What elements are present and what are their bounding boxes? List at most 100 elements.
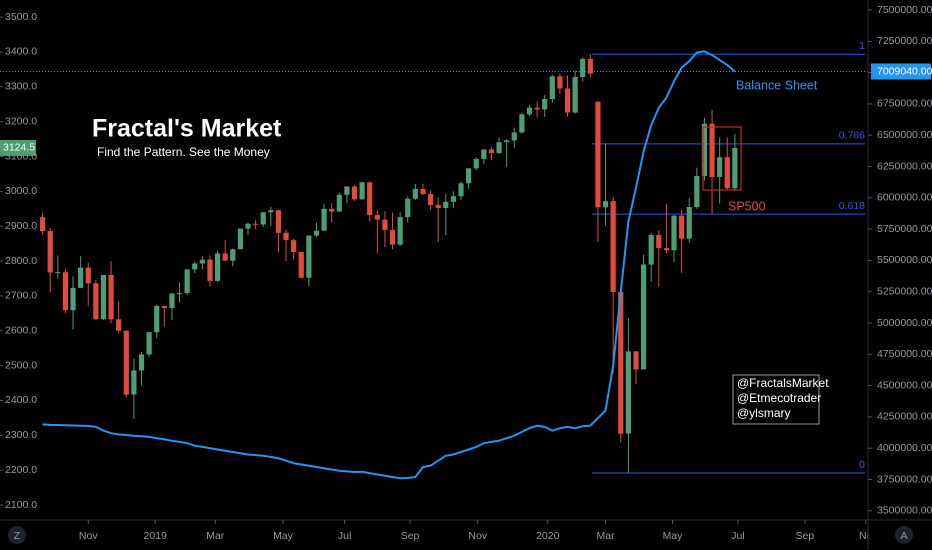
candle-body xyxy=(549,76,555,99)
fib-label: 1 xyxy=(859,40,865,52)
candle-body xyxy=(633,351,639,370)
candle-body xyxy=(526,107,533,115)
y2-tick-label: 5500000.00 xyxy=(877,254,932,266)
candle-body xyxy=(93,283,99,320)
x-tick-label: Sep xyxy=(796,530,815,542)
y-tick-label: 3400.0 xyxy=(5,46,37,58)
y2-tick-label: 5250000.00 xyxy=(877,285,932,297)
candle-body xyxy=(701,123,708,177)
candle-body xyxy=(245,223,251,229)
candle-body xyxy=(55,272,61,274)
y2-tick-label: 3500000.00 xyxy=(877,505,932,517)
y2-tick-label: 4000000.00 xyxy=(877,442,932,454)
candle-body xyxy=(214,253,221,281)
y-tick-label: 2200.0 xyxy=(5,464,37,476)
candle-body xyxy=(260,212,266,225)
candle-body xyxy=(351,186,358,200)
candle-body xyxy=(679,215,685,239)
candle-body xyxy=(62,272,69,311)
x-tick-label: 2020 xyxy=(536,530,560,542)
candle-body xyxy=(47,231,53,273)
y2-tick-label: 6250000.00 xyxy=(877,160,932,172)
y-tick-label: 2600.0 xyxy=(5,325,37,337)
candle-body xyxy=(336,194,342,212)
y2-tick-label: 7500000.00 xyxy=(877,4,932,16)
y-tick-label: 2900.0 xyxy=(5,220,37,232)
fib-label: 0.618 xyxy=(839,200,865,212)
candle-body xyxy=(116,319,122,331)
candle-body xyxy=(374,215,380,220)
candle-body xyxy=(595,101,601,208)
y-tick-label: 2400.0 xyxy=(5,394,37,406)
candle-body xyxy=(397,217,403,245)
candle-body xyxy=(572,77,578,113)
y2-tick-label: 4250000.00 xyxy=(877,411,932,423)
candle-body xyxy=(709,123,715,178)
candle-body xyxy=(313,230,320,236)
candle-body xyxy=(389,230,396,245)
candle-body xyxy=(656,234,662,249)
auto-button[interactable]: A xyxy=(900,530,907,542)
candle-body xyxy=(557,76,563,89)
plot-area: 1 0.786 0.618 0 xyxy=(0,40,868,480)
credit: @Etmecotrader xyxy=(737,391,821,405)
y2-tick-label: 7250000.00 xyxy=(877,35,932,47)
candle-body xyxy=(625,351,631,434)
candle-body xyxy=(602,201,609,208)
candle-body xyxy=(176,293,183,295)
candle-body xyxy=(100,274,107,320)
candle-body xyxy=(435,204,441,209)
candle-body xyxy=(466,168,472,184)
last-value-label: 7009040.00 xyxy=(877,65,932,77)
candle-body xyxy=(291,240,297,252)
candle-body xyxy=(481,149,487,159)
y-tick-label: 2800.0 xyxy=(5,255,37,267)
candle-body xyxy=(329,208,335,212)
x-tick-label: Sep xyxy=(401,530,420,542)
candle-body xyxy=(321,208,327,231)
candle-body xyxy=(511,132,517,141)
candle-body xyxy=(85,267,91,284)
candle-body xyxy=(648,234,654,265)
pattern-box xyxy=(702,126,742,191)
series-line xyxy=(42,50,736,480)
y-tick-label: 2700.0 xyxy=(5,290,37,302)
credit: @ylsmary xyxy=(737,406,791,420)
candle-body xyxy=(275,210,282,233)
candle-body xyxy=(618,292,624,434)
candle-body xyxy=(306,235,312,278)
candle-body xyxy=(488,149,495,154)
x-tick-label: Mar xyxy=(597,530,616,542)
x-tick-label: Nov xyxy=(468,530,487,542)
candle-body xyxy=(169,293,175,309)
candle-body xyxy=(359,182,365,200)
candle-body xyxy=(237,228,243,250)
candle-label: SP500 xyxy=(728,199,766,213)
candle-body xyxy=(268,210,274,213)
candle-body xyxy=(161,306,167,309)
candle-body xyxy=(131,370,137,395)
candle-body xyxy=(504,140,510,143)
credit: @FractalsMarket xyxy=(737,376,829,390)
candle-body xyxy=(123,330,129,395)
y2-tick-label: 5750000.00 xyxy=(877,223,932,235)
candle-body xyxy=(542,98,548,110)
x-tick-label: Mar xyxy=(206,530,225,542)
candle-body xyxy=(640,264,647,370)
credits-box xyxy=(732,374,820,425)
candle-body xyxy=(717,157,723,178)
candle-body xyxy=(199,259,205,264)
right-axis-panel xyxy=(868,0,932,520)
candle-body xyxy=(420,188,426,195)
candle-body xyxy=(443,201,449,209)
bottom-axis-panel xyxy=(0,520,932,550)
timezone-button[interactable]: Z xyxy=(14,530,21,542)
x-tick-label: Nov xyxy=(79,530,98,542)
y-tick-label: 3500.0 xyxy=(5,11,37,23)
candle-body xyxy=(207,259,213,281)
candle-body xyxy=(184,269,190,294)
y-tick-label: 2100.0 xyxy=(5,499,37,511)
candle-body xyxy=(732,147,738,189)
x-tick-label: May xyxy=(273,530,294,542)
